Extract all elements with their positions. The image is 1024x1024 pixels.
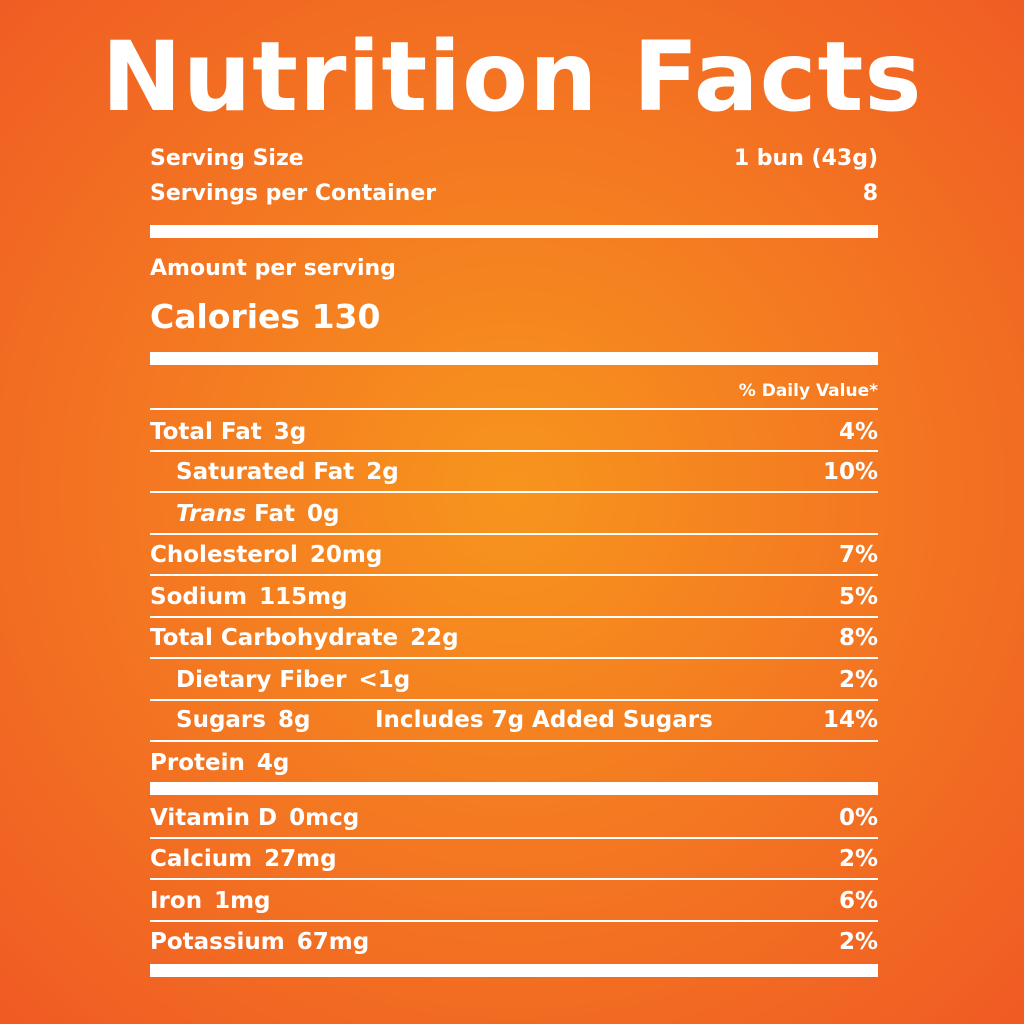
trans-fat-row: Trans Fat 0g: [150, 499, 878, 529]
nutrient-amount: 115mg: [259, 584, 348, 610]
nutrient-label: Calcium: [150, 846, 253, 872]
divider: [150, 491, 878, 493]
nutrient-dv: 10%: [822, 459, 878, 485]
dietary-fiber-row: Dietary Fiber <1g 2%: [150, 665, 878, 695]
nutrient-label: Iron: [150, 888, 203, 914]
nutrient-label: Total Fat: [150, 419, 262, 445]
nutrient-amount: 22g: [410, 625, 459, 651]
nutrient-label: Sodium: [150, 584, 248, 610]
nutrient-label: Sugars: [176, 707, 266, 733]
nutrient-label: Fat: [254, 501, 295, 527]
divider: [150, 408, 878, 410]
nutrient-dv: 7%: [838, 542, 878, 568]
divider: [150, 574, 878, 576]
nutrient-label: Potassium: [150, 929, 285, 955]
divider: [150, 920, 878, 922]
nutrient-dv: 4%: [838, 419, 878, 445]
divider: [150, 450, 878, 452]
saturated-fat-row: Saturated Fat 2g 10%: [150, 457, 878, 487]
label-title: Nutrition Facts: [101, 21, 923, 133]
nutrient-dv: 6%: [838, 888, 878, 914]
potassium-row: Potassium 67mg 2%: [150, 927, 878, 957]
nutrient-amount: 4g: [256, 750, 290, 776]
nutrient-dv: 2%: [838, 846, 878, 872]
nutrient-label: Vitamin D: [150, 805, 278, 831]
divider: [150, 699, 878, 701]
total-fat-row: Total Fat 3g 4%: [150, 417, 878, 447]
nutrient-amount: 27mg: [264, 846, 337, 872]
serving-size-value: 1 bun (43g): [733, 146, 878, 171]
nutrient-amount: 3g: [273, 419, 307, 445]
divider: [150, 533, 878, 535]
thick-divider: [150, 782, 878, 795]
nutrient-dv: 2%: [838, 667, 878, 693]
calories-label: Calories: [150, 297, 301, 336]
servings-per-container-value: 8: [862, 181, 878, 206]
added-sugars: Includes 7g Added Sugars: [375, 707, 713, 733]
serving-size-row: Serving Size 1 bun (43g): [150, 145, 878, 173]
nutrient-label: Dietary Fiber: [176, 667, 347, 693]
thick-divider: [150, 225, 878, 238]
nutrient-label-italic: Trans: [176, 501, 247, 527]
servings-per-container-label: Servings per Container: [150, 181, 437, 206]
nutrient-label: Cholesterol: [150, 542, 298, 568]
divider: [150, 837, 878, 839]
nutrient-amount: 20mg: [309, 542, 383, 568]
calories-row: Calories 130: [150, 297, 878, 337]
sugars-row: Sugars 8g Includes 7g Added Sugars 14%: [150, 705, 878, 735]
vitamin-d-row: Vitamin D 0mcg 0%: [150, 803, 878, 833]
nutrient-dv: 0%: [838, 805, 878, 831]
nutrient-dv: 2%: [838, 929, 878, 955]
nutrient-amount: 67mg: [296, 929, 370, 955]
nutrient-amount: 8g: [277, 707, 311, 733]
iron-row: Iron 1mg 6%: [150, 886, 878, 916]
nutrient-label: Total Carbohydrate: [150, 625, 399, 651]
amount-per-serving-label: Amount per serving: [150, 256, 396, 281]
nutrient-amount: 0mcg: [289, 805, 360, 831]
nutrient-amount: 1mg: [214, 888, 271, 914]
daily-value-header-row: % Daily Value*: [150, 379, 878, 403]
nutrient-dv: 14%: [822, 707, 878, 733]
total-carbohydrate-row: Total Carbohydrate 22g 8%: [150, 623, 878, 653]
divider: [150, 616, 878, 618]
calcium-row: Calcium 27mg 2%: [150, 844, 878, 874]
nutrient-amount: 0g: [307, 501, 340, 527]
protein-row: Protein 4g: [150, 748, 878, 778]
cholesterol-row: Cholesterol 20mg 7%: [150, 540, 878, 570]
sodium-row: Sodium 115mg 5%: [150, 582, 878, 612]
daily-value-header: % Daily Value*: [738, 381, 878, 401]
thick-divider: [150, 352, 878, 365]
calories-text: Calories 130: [150, 297, 380, 337]
nutrient-dv: 5%: [838, 584, 878, 610]
amount-per-serving: Amount per serving: [150, 255, 878, 283]
divider: [150, 657, 878, 659]
nutrient-label: Protein: [150, 750, 245, 776]
calories-value: 130: [311, 297, 381, 336]
divider: [150, 878, 878, 880]
nutrient-amount: <1g: [358, 667, 411, 693]
nutrient-amount: 2g: [366, 459, 399, 485]
servings-per-container-row: Servings per Container 8: [150, 180, 878, 208]
divider: [150, 740, 878, 742]
nutrient-label: Saturated Fat: [176, 459, 355, 485]
serving-size-label: Serving Size: [150, 146, 304, 171]
thick-divider: [150, 964, 878, 977]
nutrient-dv: 8%: [838, 625, 878, 651]
